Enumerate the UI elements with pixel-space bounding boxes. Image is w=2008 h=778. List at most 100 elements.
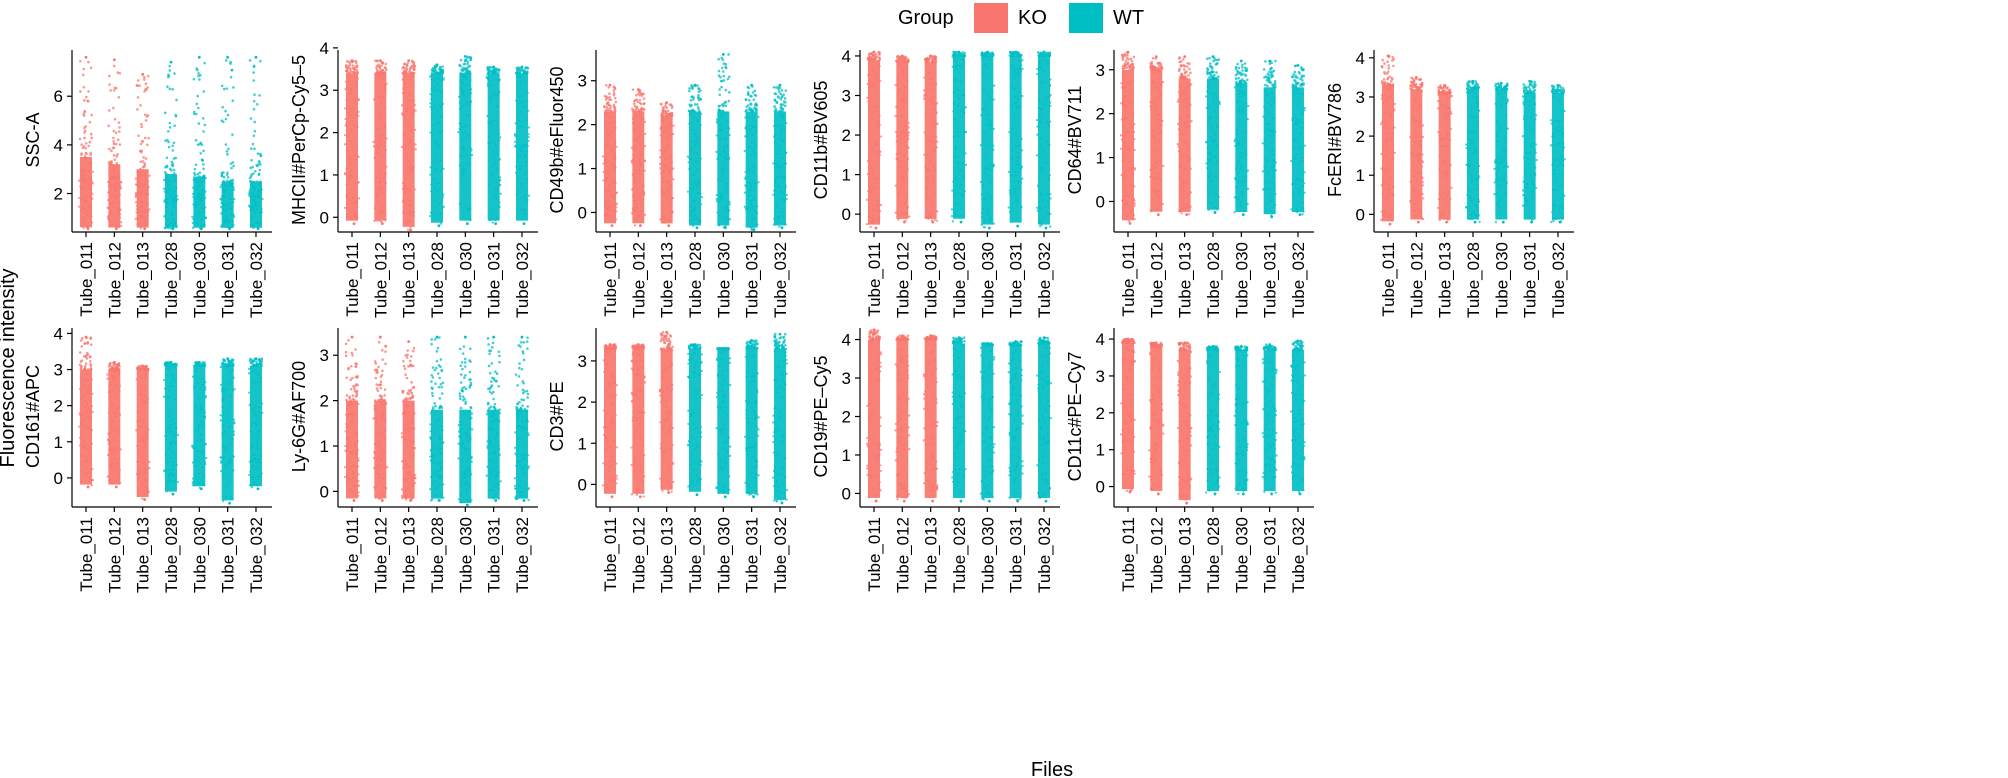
data-point <box>747 104 750 107</box>
data-point <box>1267 186 1271 190</box>
data-point <box>345 194 348 197</box>
data-point <box>612 93 616 97</box>
data-point <box>659 134 662 137</box>
data-point <box>1493 167 1496 171</box>
data-point <box>88 140 92 144</box>
data-point <box>402 211 405 214</box>
data-point <box>356 216 359 220</box>
data-point <box>355 64 359 67</box>
data-point <box>224 117 228 121</box>
data-point <box>720 56 724 60</box>
data-point <box>745 125 748 128</box>
x-tick-label: Tube_032 <box>1035 242 1054 318</box>
data-point <box>1530 197 1533 200</box>
data-point <box>1155 177 1158 180</box>
data-point <box>1121 101 1125 104</box>
data-point <box>931 201 934 204</box>
data-point-max <box>1042 50 1046 54</box>
y-tick-label: 1 <box>842 166 851 185</box>
data-point <box>464 137 468 140</box>
data-point <box>248 188 252 191</box>
data-point <box>144 82 148 86</box>
data-point <box>487 136 491 139</box>
data-point <box>689 212 692 215</box>
data-point <box>113 193 116 196</box>
data-point <box>1498 179 1501 182</box>
data-point-min <box>199 227 203 231</box>
data-point <box>689 99 693 102</box>
data-point <box>230 198 233 201</box>
data-point <box>527 194 531 197</box>
data-point <box>745 113 749 116</box>
data-point <box>902 94 905 98</box>
data-point <box>699 192 702 196</box>
data-point <box>691 128 695 132</box>
data-point <box>1292 73 1296 76</box>
data-point <box>1263 105 1266 108</box>
data-point <box>1561 108 1564 112</box>
data-point <box>1267 122 1271 126</box>
data-point <box>1123 62 1127 65</box>
data-point <box>1504 140 1507 144</box>
data-point <box>140 123 143 126</box>
data-point <box>89 205 93 208</box>
data-point <box>1379 122 1383 126</box>
data-point <box>498 90 501 94</box>
data-point <box>1267 77 1271 80</box>
data-point <box>1155 193 1159 197</box>
data-point <box>466 208 469 212</box>
strip-dense-core <box>402 73 415 227</box>
data-point <box>252 107 256 111</box>
data-point <box>384 182 387 185</box>
data-point <box>1385 131 1388 135</box>
data-point <box>459 87 462 90</box>
data-point <box>526 91 529 95</box>
data-point <box>1389 176 1392 179</box>
strip-Tube_013 <box>922 54 939 224</box>
data-point <box>638 93 642 97</box>
data-point <box>379 211 382 214</box>
data-point <box>1503 136 1507 139</box>
data-point <box>951 65 954 68</box>
y-tick-label: 2 <box>320 124 329 143</box>
data-point <box>231 99 235 103</box>
data-point <box>634 203 638 206</box>
data-point <box>198 196 202 200</box>
data-point <box>662 151 665 155</box>
data-point <box>866 82 869 86</box>
data-point <box>119 186 123 190</box>
data-point <box>203 206 207 209</box>
data-point <box>640 204 643 208</box>
data-point <box>1019 167 1023 170</box>
data-point <box>926 57 929 61</box>
data-point <box>1046 121 1050 124</box>
data-point <box>666 128 670 131</box>
data-point <box>631 158 635 162</box>
data-point <box>193 197 197 201</box>
data-point <box>604 83 608 87</box>
data-point <box>115 164 118 167</box>
data-point <box>172 141 176 145</box>
data-point <box>960 206 964 210</box>
data-point <box>431 69 434 73</box>
data-point <box>1018 67 1022 71</box>
data-point <box>136 207 139 211</box>
data-point <box>980 211 984 215</box>
data-point <box>117 211 120 214</box>
data-point-min <box>1185 213 1189 217</box>
data-point <box>1300 92 1304 96</box>
data-point <box>1449 127 1453 131</box>
data-point <box>983 171 986 175</box>
data-point <box>784 89 788 92</box>
data-point <box>1446 170 1449 173</box>
data-point <box>1155 113 1159 116</box>
data-point <box>1471 180 1474 183</box>
data-point <box>350 217 354 221</box>
data-point <box>961 58 965 61</box>
data-point <box>110 223 114 226</box>
data-point <box>1409 201 1413 205</box>
data-point <box>231 133 234 136</box>
data-point <box>77 205 81 208</box>
data-point <box>343 172 347 175</box>
data-point <box>867 189 870 193</box>
